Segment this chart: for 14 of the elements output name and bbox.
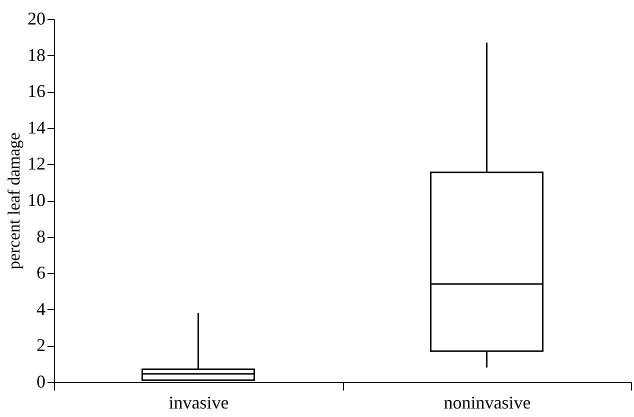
y-tick-label: 6 xyxy=(36,262,46,283)
y-tick-label: 12 xyxy=(28,154,46,174)
y-tick-label: 0 xyxy=(36,372,46,392)
y-tick-label: 16 xyxy=(28,81,46,102)
y-tick-label: 18 xyxy=(28,44,46,65)
y-axis-title: percent leaf damage xyxy=(4,132,24,270)
y-tick-label: 20 xyxy=(28,8,46,28)
y-tick-label: 2 xyxy=(36,335,46,356)
y-tick-label: 14 xyxy=(28,117,46,138)
y-tick-label: 8 xyxy=(36,226,46,246)
x-tick-label: noninvasive xyxy=(444,392,531,412)
y-tick-label: 4 xyxy=(36,298,46,319)
x-tick-label: invasive xyxy=(168,392,229,412)
y-tick-label: 10 xyxy=(28,190,46,210)
